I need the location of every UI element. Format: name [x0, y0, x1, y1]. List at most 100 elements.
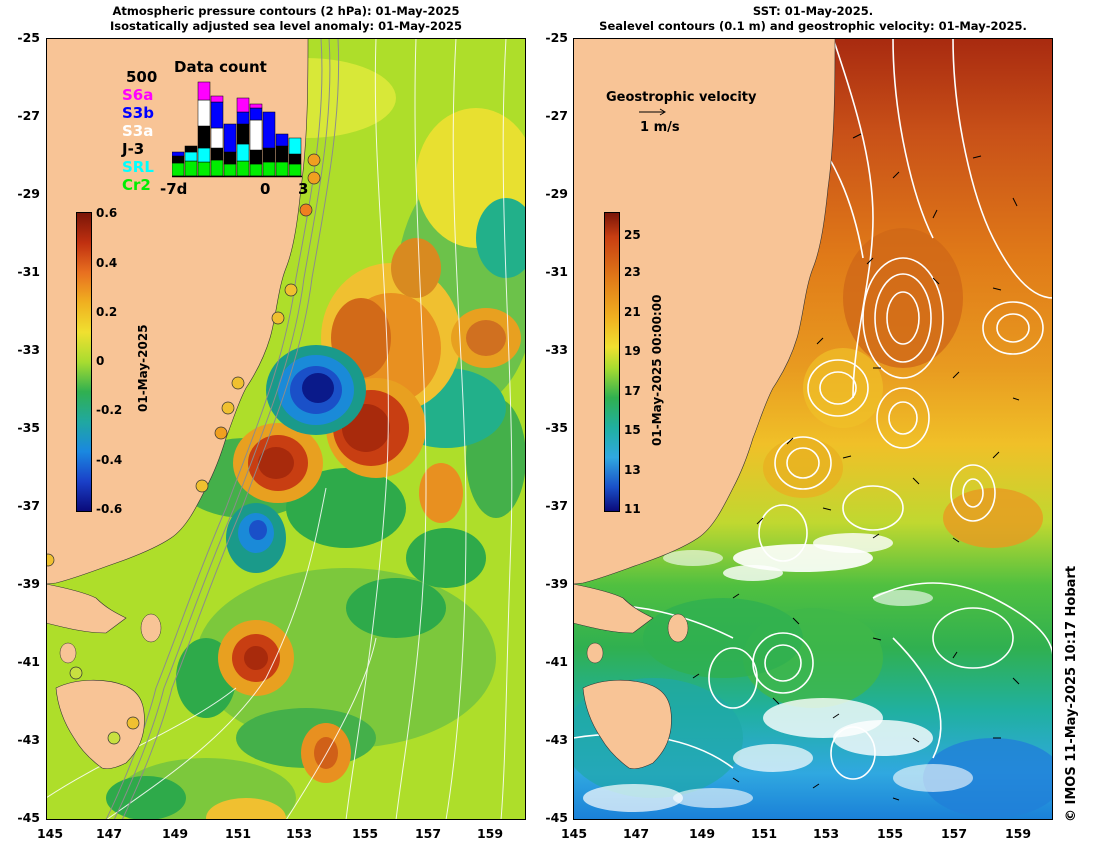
data-count-tick-zero: 0 — [260, 180, 271, 198]
legend-s3a: S3a — [122, 122, 154, 140]
right-title-line2: Sealevel contours (0.1 m) and geostrophi… — [599, 19, 1027, 33]
x-tick-label: 153 — [285, 826, 313, 841]
sla-green-region — [286, 468, 406, 548]
sla-colorbar-tick: 0.4 — [96, 256, 118, 270]
x-tick-label: 149 — [161, 826, 189, 841]
sst-colorbar-tick: 13 — [624, 463, 641, 477]
sst-green-patch — [643, 598, 803, 678]
y-tick-label: -25 — [545, 30, 568, 45]
y-tick-label: -29 — [545, 186, 568, 201]
data-count-max-label: 500 — [126, 68, 158, 86]
bar-day-8 — [262, 111, 276, 177]
data-count-bars — [172, 81, 302, 178]
data-count-title: Data count — [174, 58, 267, 76]
sla-cold-eddy-core — [249, 520, 267, 540]
sla-colorbar-tick: 0.6 — [96, 206, 118, 220]
tide-gauge-marker — [271, 311, 285, 325]
sla-teal-eddy — [476, 198, 526, 278]
x-tick-label: 159 — [1004, 826, 1032, 841]
y-tick-label: -31 — [545, 264, 568, 279]
sla-colorbar — [76, 212, 92, 512]
x-tick-label: 151 — [224, 826, 252, 841]
x-tick-label: 155 — [351, 826, 379, 841]
x-tick-label: 147 — [95, 826, 123, 841]
sst-blue-patch — [923, 738, 1053, 818]
x-tick-label: 145 — [560, 826, 588, 841]
map-frame — [46, 38, 526, 820]
left-title-line1: Atmospheric pressure contours (2 hPa): 0… — [112, 4, 460, 18]
right-title-line1: SST: 01-May-2025. — [752, 4, 874, 18]
tide-gauge-marker — [284, 283, 298, 297]
sla-green-region — [406, 528, 486, 588]
sla-green-region — [346, 578, 446, 638]
y-tick-label: -29 — [17, 186, 40, 201]
velocity-key-label: 1 m/s — [640, 120, 680, 135]
tide-gauge-marker — [195, 479, 209, 493]
sla-warm-eddy — [419, 463, 463, 523]
tide-gauge-marker — [307, 171, 321, 185]
tide-gauge-marker — [214, 426, 228, 440]
bar-day-6 — [236, 97, 250, 177]
pressure-contours — [46, 38, 513, 820]
land-king-island — [59, 642, 77, 664]
land-flinders-island — [140, 613, 162, 643]
bar-day-5 — [223, 123, 237, 177]
y-tick-label: -33 — [545, 342, 568, 357]
sst-cool-patch — [763, 438, 843, 498]
sst-colorbar-tick: 17 — [624, 384, 641, 398]
sla-colorbar-tick: -0.6 — [96, 502, 123, 516]
land-wilsons — [46, 583, 127, 634]
sla-warm-eddy-core — [244, 646, 268, 670]
x-tick-label: 147 — [622, 826, 650, 841]
x-tick-label: 155 — [876, 826, 904, 841]
bar-day-7 — [249, 103, 263, 177]
sst-colorbar — [604, 212, 620, 512]
tide-gauge-marker — [107, 731, 121, 745]
x-tick-label: 151 — [750, 826, 778, 841]
credit-label: © IMOS 11-May-2025 10:17 Hobart — [1064, 565, 1079, 822]
sst-colorbar-tick: 23 — [624, 265, 641, 279]
sst-warm-core — [843, 228, 963, 368]
sla-warm-eddy — [314, 737, 338, 769]
sla-colorbar-label: 01-May-2025 — [136, 324, 150, 412]
x-tick-label: 149 — [688, 826, 716, 841]
y-tick-label: -43 — [17, 732, 40, 747]
sst-colorbar-tick: 11 — [624, 502, 641, 516]
y-tick-label: -25 — [17, 30, 40, 45]
y-tick-label: -33 — [17, 342, 40, 357]
land-mainland — [573, 38, 836, 585]
tide-gauge-marker — [46, 553, 55, 567]
sealevel-contours — [573, 38, 1053, 780]
velocity-key-title: Geostrophic velocity — [606, 90, 757, 105]
land-tasmania — [582, 679, 672, 770]
y-tick-label: -43 — [545, 732, 568, 747]
x-tick-label: 153 — [812, 826, 840, 841]
sla-colorbar-tick: -0.2 — [96, 403, 123, 417]
bar-day-10 — [288, 137, 302, 177]
sla-warm-eddy — [466, 320, 506, 356]
y-tick-label: -31 — [17, 264, 40, 279]
y-tick-label: -37 — [17, 498, 40, 513]
y-tick-label: -27 — [545, 108, 568, 123]
sst-colorbar-tick: 15 — [624, 423, 641, 437]
y-tick-label: -41 — [545, 654, 568, 669]
x-tick-label: 157 — [940, 826, 968, 841]
sla-cold-eddy-core — [302, 373, 334, 403]
velocity-key-arrow-icon — [639, 108, 666, 116]
bar-day-1 — [172, 151, 185, 177]
bar-day-9 — [275, 133, 289, 177]
sla-colorbar-tick: 0.2 — [96, 305, 118, 319]
sla-green-region — [106, 776, 186, 820]
data-count-inset: Data count 500 S6a S3b S3a J-3 SRL Cr2 -… — [118, 56, 318, 206]
y-tick-label: -39 — [545, 576, 568, 591]
sst-colorbar-tick: 21 — [624, 305, 641, 319]
tide-gauge-marker — [231, 376, 245, 390]
sst-colorbar-tick: 25 — [624, 228, 641, 242]
sla-warm-eddy-core — [258, 447, 294, 479]
sst-map — [573, 38, 1053, 820]
y-tick-label: -27 — [17, 108, 40, 123]
y-tick-label: -35 — [17, 420, 40, 435]
bathymetry-contours — [105, 38, 340, 820]
land-king-island — [586, 642, 604, 664]
tide-gauge-marker — [126, 716, 140, 730]
